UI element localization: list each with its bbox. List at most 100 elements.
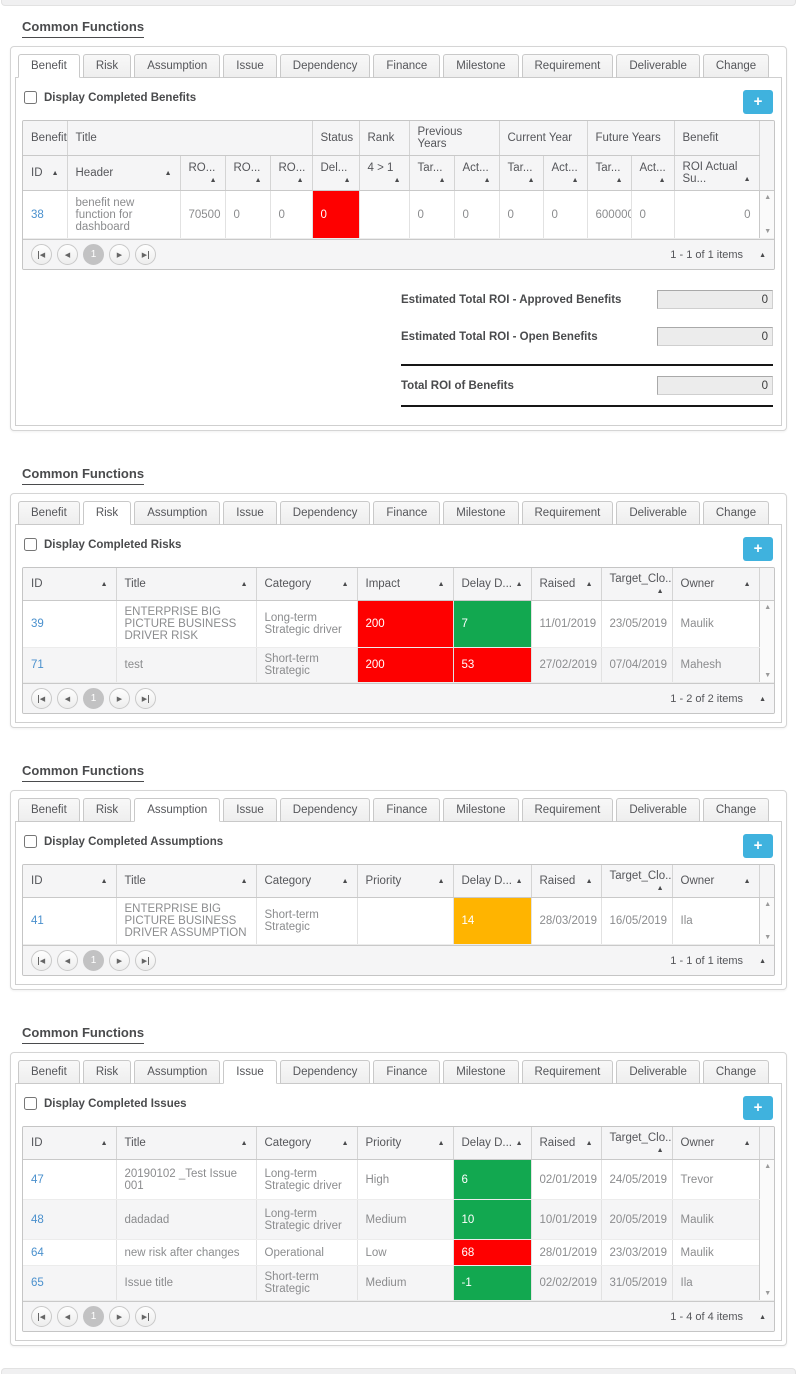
scroll-down-icon[interactable]: ▼ — [764, 672, 772, 679]
tab-finance[interactable]: Finance — [373, 798, 441, 822]
grid-scrollbar[interactable]: ▲ ▼ — [758, 600, 774, 683]
tab-change[interactable]: Change — [702, 54, 770, 78]
pager-first-button[interactable]: ◀ — [31, 688, 52, 709]
col-id[interactable]: ID ▲ — [23, 155, 67, 191]
col-fut-target[interactable]: Tar... ▲ — [586, 155, 632, 191]
pager-arrow-icon[interactable]: ▲ — [759, 957, 766, 965]
pager-page-1[interactable]: 1 — [83, 1306, 104, 1327]
tab-requirement[interactable]: Requirement — [521, 501, 614, 525]
pager-next-button[interactable]: ▶ — [109, 244, 130, 265]
tab-benefit[interactable]: Benefit — [18, 1060, 80, 1084]
col-ro2[interactable]: RO... ▲ — [224, 155, 270, 191]
risk-id-link[interactable]: 71 — [31, 659, 44, 671]
add-risk-button[interactable]: + — [743, 537, 773, 561]
tab-risk[interactable]: Risk — [82, 54, 132, 78]
col-cur-actual[interactable]: Act... ▲ — [542, 155, 588, 191]
col-delay[interactable]: Delay D... ▲ — [452, 865, 531, 898]
tab-deliverable[interactable]: Deliverable — [616, 798, 700, 822]
pager-last-button[interactable]: ▶ — [135, 950, 156, 971]
pager-prev-button[interactable]: ◀ — [57, 688, 78, 709]
col-fut-actual[interactable]: Act... ▲ — [630, 155, 675, 191]
pager-page-1[interactable]: 1 — [83, 244, 104, 265]
summary-value-total[interactable] — [657, 376, 773, 395]
tab-benefit[interactable]: Benefit — [18, 54, 80, 78]
scroll-down-icon[interactable]: ▼ — [764, 228, 772, 235]
col-header[interactable]: Header ▲ — [66, 155, 180, 191]
pager-page-1[interactable]: 1 — [83, 688, 104, 709]
display-completed-assumptions-checkbox[interactable] — [24, 835, 37, 848]
pager-next-button[interactable]: ▶ — [109, 688, 130, 709]
col-ro1[interactable]: RO... ▲ — [179, 155, 225, 191]
col-id[interactable]: ID ▲ — [23, 865, 116, 898]
col-category[interactable]: Category ▲ — [255, 1127, 357, 1160]
tab-issue[interactable]: Issue — [223, 501, 277, 525]
col-priority[interactable]: Priority ▲ — [356, 865, 453, 898]
scroll-up-icon[interactable]: ▲ — [764, 194, 772, 201]
grid-scrollbar[interactable]: ▲ ▼ — [758, 1159, 774, 1301]
pager-last-button[interactable]: ▶ — [135, 1306, 156, 1327]
issue-id-link[interactable]: 64 — [31, 1246, 44, 1259]
add-assumption-button[interactable]: + — [743, 834, 773, 858]
col-title[interactable]: Title ▲ — [115, 865, 256, 898]
col-prev-actual[interactable]: Act... ▲ — [453, 155, 499, 191]
pager-last-button[interactable]: ▶ — [135, 688, 156, 709]
col-prev-target[interactable]: Tar... ▲ — [408, 155, 454, 191]
scroll-up-icon[interactable]: ▲ — [764, 901, 772, 908]
pager-first-button[interactable]: ◀ — [31, 1306, 52, 1327]
tab-risk[interactable]: Risk — [82, 1060, 132, 1084]
col-title[interactable]: Title ▲ — [115, 568, 256, 601]
col-raised[interactable]: Raised ▲ — [530, 568, 601, 601]
display-completed-benefits-checkbox[interactable] — [24, 91, 37, 104]
pager-next-button[interactable]: ▶ — [109, 950, 130, 971]
tab-change[interactable]: Change — [702, 798, 770, 822]
display-completed-issues-checkbox[interactable] — [24, 1097, 37, 1110]
add-issue-button[interactable]: + — [743, 1096, 773, 1120]
col-raised[interactable]: Raised ▲ — [530, 1127, 601, 1160]
tab-milestone[interactable]: Milestone — [443, 501, 519, 525]
col-raised[interactable]: Raised ▲ — [530, 865, 601, 898]
col-impact[interactable]: Impact ▲ — [356, 568, 453, 601]
tab-risk[interactable]: Risk — [82, 501, 132, 525]
tab-deliverable[interactable]: Deliverable — [616, 501, 700, 525]
issue-id-link[interactable]: 47 — [31, 1173, 44, 1186]
col-delay[interactable]: Delay D... ▲ — [452, 568, 531, 601]
col-target-close[interactable]: Target_Clo... ▲ — [600, 568, 672, 601]
tab-dependency[interactable]: Dependency — [279, 54, 371, 78]
issue-id-link[interactable]: 48 — [31, 1213, 44, 1226]
col-target-close[interactable]: Target_Clo... ▲ — [600, 865, 672, 898]
pager-prev-button[interactable]: ◀ — [57, 1306, 78, 1327]
col-owner[interactable]: Owner ▲ — [671, 865, 759, 898]
col-owner[interactable]: Owner ▲ — [671, 1127, 759, 1160]
tab-dependency[interactable]: Dependency — [279, 1060, 371, 1084]
summary-value-open[interactable] — [657, 327, 773, 346]
risk-id-link[interactable]: 39 — [31, 618, 44, 630]
pager-first-button[interactable]: ◀ — [31, 244, 52, 265]
tab-dependency[interactable]: Dependency — [279, 501, 371, 525]
scroll-down-icon[interactable]: ▼ — [764, 1290, 772, 1297]
pager-arrow-icon[interactable]: ▲ — [759, 695, 766, 703]
tab-issue[interactable]: Issue — [223, 798, 277, 822]
tab-deliverable[interactable]: Deliverable — [616, 54, 700, 78]
col-id[interactable]: ID ▲ — [23, 568, 116, 601]
tab-milestone[interactable]: Milestone — [443, 798, 519, 822]
assumption-id-link[interactable]: 41 — [31, 915, 44, 927]
tab-deliverable[interactable]: Deliverable — [616, 1060, 700, 1084]
col-delay[interactable]: Delay D... ▲ — [452, 1127, 531, 1160]
tab-change[interactable]: Change — [702, 1060, 770, 1084]
tab-risk[interactable]: Risk — [82, 798, 132, 822]
pager-prev-button[interactable]: ◀ — [57, 244, 78, 265]
tab-milestone[interactable]: Milestone — [443, 54, 519, 78]
tab-requirement[interactable]: Requirement — [521, 798, 614, 822]
summary-value-approved[interactable] — [657, 290, 773, 309]
scroll-up-icon[interactable]: ▲ — [764, 1163, 772, 1170]
pager-arrow-icon[interactable]: ▲ — [759, 251, 766, 259]
tab-issue[interactable]: Issue — [223, 54, 277, 78]
pager-prev-button[interactable]: ◀ — [57, 950, 78, 971]
scroll-down-icon[interactable]: ▼ — [764, 934, 772, 941]
grid-scrollbar[interactable]: ▲ ▼ — [758, 190, 774, 239]
display-completed-risks-checkbox[interactable] — [24, 538, 37, 551]
tab-finance[interactable]: Finance — [373, 54, 441, 78]
col-rank[interactable]: 4 > 1 ▲ — [358, 155, 409, 191]
grid-scrollbar[interactable]: ▲ ▼ — [758, 897, 774, 945]
tab-issue[interactable]: Issue — [223, 1060, 277, 1084]
